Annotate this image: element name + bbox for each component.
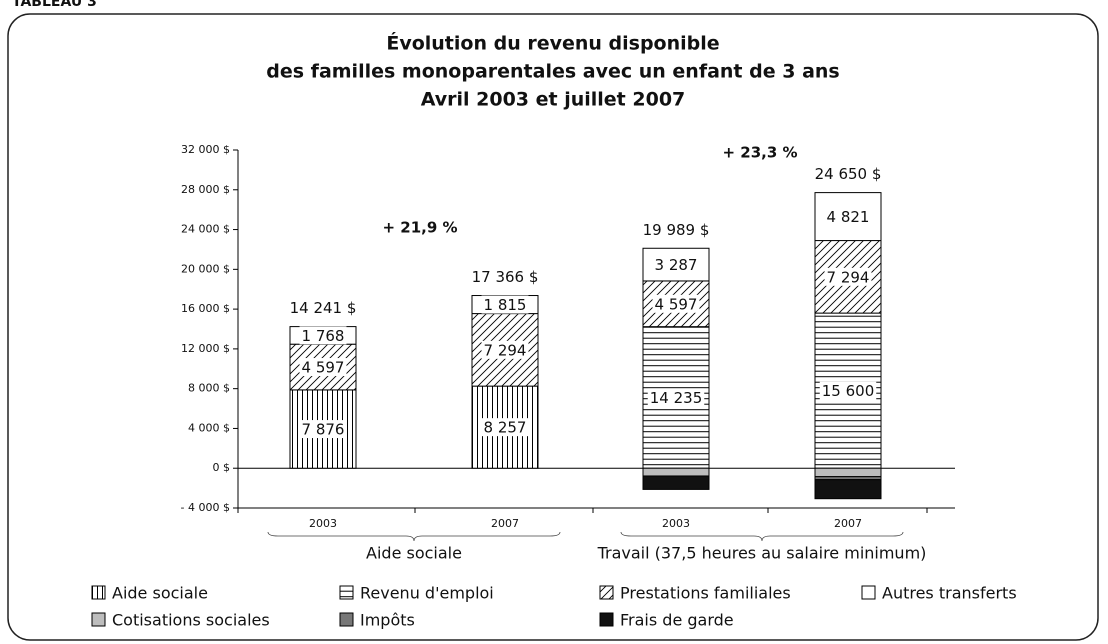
data-label: 4 597 [302,359,345,377]
legend-swatch [599,585,614,600]
legend-label: Aide sociale [112,584,208,603]
frame [7,13,1099,641]
data-label: 4 597 [655,295,698,313]
label-bg [824,267,872,286]
total-label: 14 241 $ [290,299,357,317]
data-label: 3 287 [655,256,698,274]
y-tick-label: - 4 000 $ [181,501,230,514]
header: TABLEAU 3 [12,0,97,10]
y-tick-label: 12 000 $ [181,342,230,355]
chart-title: Avril 2003 et juillet 2007 [421,89,686,111]
label-bg [481,418,529,437]
y-tick-label: 24 000 $ [181,223,230,236]
legend-label: Frais de garde [620,611,734,630]
bar-segment [642,475,710,490]
data-label: 7 294 [484,341,527,359]
x-tick-label: 2003 [662,517,690,530]
y-tick-label: 20 000 $ [181,262,230,275]
label-bg [652,255,700,274]
total-label: 24 650 $ [815,165,882,183]
y-tick-label: 28 000 $ [181,183,230,196]
group-brace [620,531,904,542]
label-bg [299,420,347,439]
data-label: 15 600 [822,382,875,400]
bar-segment [814,467,882,478]
total-label: 19 989 $ [643,221,710,239]
label-bg [481,340,529,359]
legend-swatch [91,585,106,600]
data-label: 1 815 [484,296,527,314]
x-tick-label: 2007 [834,517,862,530]
y-tick-label: 0 $ [213,461,231,474]
label-bg [647,388,705,407]
data-label: 1 768 [302,327,345,345]
legend-swatch [339,585,354,600]
bar-segment [642,467,710,477]
x-tick-label: 2003 [309,517,337,530]
chart-title: des familles monoparentales avec un enfa… [266,61,839,83]
legend-swatch [599,612,614,627]
y-tick-label: 16 000 $ [181,302,230,315]
label-bg [299,326,347,345]
x-tick-label: 2007 [491,517,519,530]
legend-swatch [91,612,106,627]
label-bg [481,295,529,314]
y-tick-label: 32 000 $ [181,143,230,156]
group-label: Travail (37,5 heures au salaire minimum) [597,544,927,563]
annotation: + 21,9 % [382,219,457,237]
bar-segment [814,479,882,500]
data-label: 7 294 [827,268,870,286]
legend-label: Prestations familiales [620,584,791,603]
legend-swatch [861,585,876,600]
label-bg [652,294,700,313]
group-label: Aide sociale [366,544,462,563]
annotation: + 23,3 % [722,144,797,162]
label-bg [299,358,347,377]
total-label: 17 366 $ [472,268,539,286]
legend-label: Cotisations sociales [112,611,270,630]
group-brace [267,531,561,542]
y-tick-label: 4 000 $ [188,421,230,434]
chart-title: Évolution du revenu disponible [386,32,719,55]
data-label: 14 235 [650,389,703,407]
legend-label: Impôts [360,611,415,630]
data-label: 4 821 [827,208,870,226]
legend-label: Autres transferts [882,584,1017,603]
data-label: 8 257 [484,419,527,437]
legend-swatch [339,612,354,627]
y-tick-label: 8 000 $ [188,382,230,395]
legend-label: Revenu d'emploi [360,584,494,603]
label-bg [819,381,877,400]
data-label: 7 876 [302,421,345,439]
label-bg [824,207,872,226]
